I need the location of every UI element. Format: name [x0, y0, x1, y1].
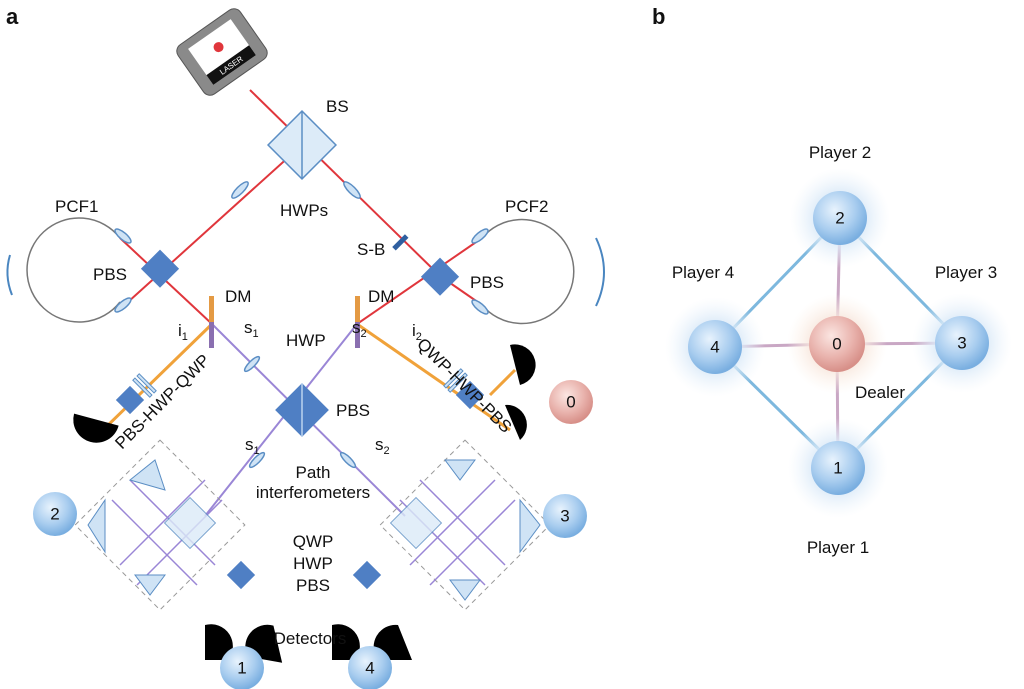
s2-top-label: s2	[352, 318, 367, 340]
node-3-badge: 3	[543, 494, 587, 538]
path-label: Path	[296, 463, 331, 482]
svg-text:4: 4	[365, 659, 374, 678]
pbs-center-label: PBS	[336, 401, 370, 420]
detectors-label: Detectors	[274, 629, 347, 648]
network-node-4: 4	[665, 297, 765, 397]
s2-bottom-label: s2	[375, 435, 390, 457]
fiber-coupler	[114, 297, 132, 313]
network-node-1: 1	[788, 418, 888, 518]
network-node-3: 3	[912, 293, 1012, 393]
svg-text:2: 2	[835, 209, 844, 228]
pcf1-label: PCF1	[55, 197, 98, 216]
pbs2-label: PBS	[296, 576, 330, 595]
network-node-2: 2	[790, 168, 890, 268]
player-3-label: Player 3	[935, 263, 997, 282]
panel-label-a: a	[6, 4, 19, 29]
player-2-label: Player 2	[809, 143, 871, 162]
pbs-left	[140, 249, 180, 288]
node-2-badge: 2	[33, 492, 77, 536]
svg-text:0: 0	[832, 335, 841, 354]
node-4-badge: 4	[348, 646, 392, 689]
fiber-coupler	[114, 228, 132, 244]
node-0-badge: 0	[549, 380, 593, 424]
hwps-label: HWPs	[280, 201, 328, 220]
detector-icon	[332, 624, 360, 660]
hwp-left	[231, 181, 249, 199]
detector-icon	[510, 344, 536, 385]
svg-text:3: 3	[560, 507, 569, 526]
fiber-coupler	[471, 228, 489, 244]
pbs-right-label: PBS	[470, 273, 504, 292]
pcf1-fiber	[26, 217, 121, 323]
dm-left-label: DM	[225, 287, 251, 306]
detector-icon	[205, 624, 233, 660]
rotation-arrow-icon	[6, 254, 13, 296]
laser-star-icon	[213, 42, 224, 53]
pbs-bottom-right	[352, 560, 382, 590]
rotation-arrow-icon	[595, 237, 605, 307]
player-1-label: Player 1	[807, 538, 869, 557]
sagnac-block	[392, 234, 409, 251]
idler-beams	[101, 322, 517, 432]
svg-text:1: 1	[237, 659, 246, 678]
pbs-left-label: PBS	[93, 265, 127, 284]
fiber-coupler	[471, 299, 489, 315]
i1-label: i1	[178, 321, 188, 343]
pbs-bottom-left	[226, 560, 256, 590]
pcf2-fiber	[481, 218, 575, 325]
panel-label-b: b	[652, 4, 665, 29]
beam-splitter	[266, 109, 338, 181]
svg-text:2: 2	[50, 505, 59, 524]
i2-label: i2	[412, 321, 422, 343]
interferometers-label: interferometers	[256, 483, 370, 502]
network-node-0: 0	[787, 294, 887, 394]
detector-icon	[73, 413, 119, 443]
player-4-label: Player 4	[672, 263, 734, 282]
node-1-badge: 1	[220, 646, 264, 689]
interferometer-right	[379, 439, 551, 611]
hwp2-label: HWP	[293, 554, 333, 573]
pbs-right	[420, 257, 460, 296]
hwp-right	[343, 181, 361, 199]
s1-top-label: s1	[244, 318, 259, 340]
hwp-signal	[243, 355, 261, 373]
hwp-label: HWP	[286, 331, 326, 350]
svg-text:0: 0	[566, 393, 575, 412]
dm-right-label: DM	[368, 287, 394, 306]
sb-label: S-B	[357, 240, 385, 259]
s1-bottom-label: s1	[245, 435, 260, 457]
svg-text:1: 1	[833, 459, 842, 478]
pcf2-label: PCF2	[505, 197, 548, 216]
laser: LASER	[176, 8, 268, 96]
hwp-s2	[339, 451, 357, 469]
svg-text:3: 3	[957, 334, 966, 353]
svg-text:4: 4	[710, 338, 719, 357]
qwp-label: QWP	[293, 532, 334, 551]
interferometer-left	[74, 439, 246, 611]
hwp-s1	[248, 451, 266, 469]
dealer-label: Dealer	[855, 383, 905, 402]
bs-label: BS	[326, 97, 349, 116]
detector-icon	[505, 404, 527, 440]
pbs-center	[275, 383, 329, 437]
